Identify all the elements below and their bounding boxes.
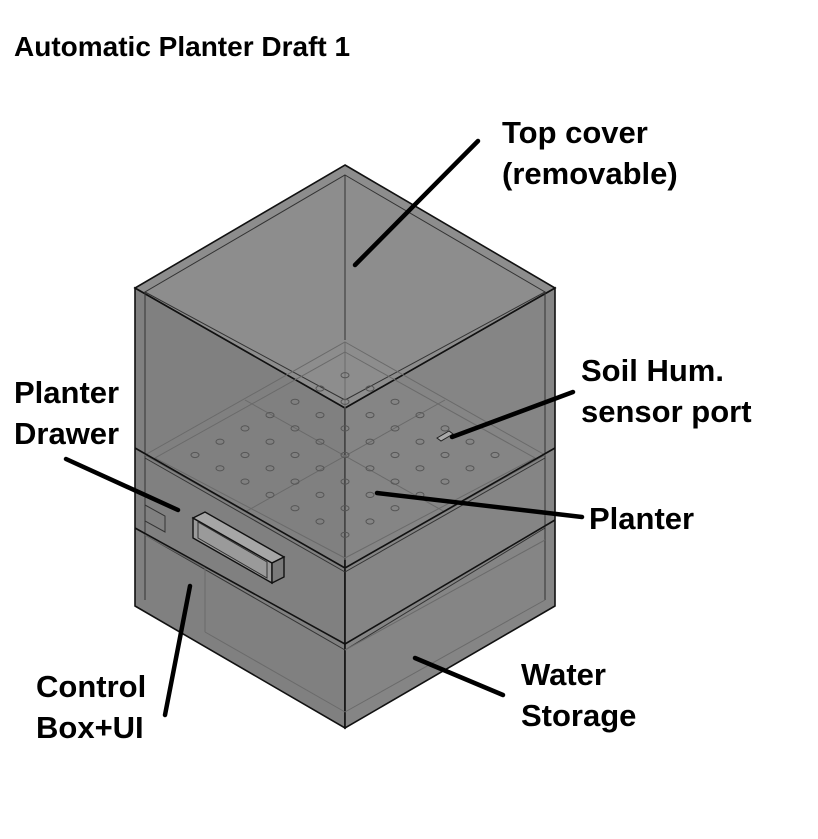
right-band-2-inner (344, 527, 546, 651)
planter-hole (340, 372, 350, 379)
planter-hole (390, 505, 400, 512)
drawer-handle (191, 511, 286, 585)
planter-hole (215, 438, 225, 445)
planter-hole (240, 451, 250, 459)
planter-hole (390, 425, 400, 432)
leader-lines (63, 138, 585, 718)
soil-sensor-port (436, 430, 454, 442)
label-planter-line1: Planter (589, 501, 694, 536)
planter-hole (390, 478, 400, 485)
planter-hole (315, 438, 325, 445)
label-water-storage-line2: Storage (521, 698, 636, 733)
planter-hole (340, 398, 350, 405)
tray-grid-b (244, 399, 446, 513)
planter-hole (315, 518, 325, 525)
planter-hole (365, 491, 375, 498)
planter-hole (315, 491, 325, 498)
planter-hole (340, 478, 350, 485)
diagram-title: Automatic Planter Draft 1 (14, 31, 350, 62)
planter-hole (315, 465, 325, 472)
planter-hole (415, 412, 425, 419)
planter-hole (265, 465, 275, 472)
leader-water-storage (412, 655, 506, 698)
right-band-1-inner (344, 457, 546, 573)
planter-hole (315, 412, 325, 419)
planter-hole (465, 438, 475, 445)
planter-hole (465, 465, 475, 472)
control-box-top (144, 534, 206, 569)
planter-hole (440, 478, 450, 485)
planter-hole (440, 451, 450, 459)
planter-hole (365, 465, 375, 472)
planter-hole (265, 412, 275, 419)
drawer-bottom-inner (144, 534, 346, 651)
planter-hole (490, 451, 500, 459)
drawer-bottom-edge (134, 527, 346, 645)
water-tank-ghost (344, 539, 546, 651)
leader-planter-drawer (63, 456, 181, 513)
planter-hole (340, 531, 350, 538)
planter-hole (340, 451, 350, 459)
planter-hole (440, 425, 450, 432)
lower-floor-ghost-r (344, 599, 546, 713)
planter-hole (415, 438, 425, 445)
planter-hole (265, 491, 275, 498)
planter-box (133, 164, 557, 730)
leader-top-cover (352, 138, 481, 268)
planter-hole (415, 465, 425, 472)
label-water-storage: Water Storage (521, 657, 636, 733)
drawer-recess (144, 504, 166, 533)
planter-hole (390, 451, 400, 459)
lower-floor-ghost (204, 631, 346, 713)
leader-soil-sensor (449, 389, 576, 440)
drawer-top-inner (144, 457, 346, 573)
label-planter-drawer-line2: Drawer (14, 416, 119, 451)
label-soil-sensor-line1: Soil Hum. (581, 353, 724, 388)
planter-hole (390, 398, 400, 405)
planter-hole (240, 425, 250, 432)
planter-holes (190, 372, 500, 538)
planter-hole (315, 385, 325, 392)
planter-hole (215, 465, 225, 472)
label-water-storage-line1: Water (521, 657, 606, 692)
planter-hole (290, 505, 300, 512)
planter-hole (240, 478, 250, 485)
planter-hole (190, 451, 200, 459)
label-control-box-line1: Control (36, 669, 146, 704)
planter-hole (290, 398, 300, 405)
right-band-1 (344, 447, 556, 569)
label-top-cover: Top cover (removable) (502, 115, 678, 191)
planter-hole (265, 438, 275, 445)
label-control-box: Control Box+UI (36, 669, 155, 745)
planter-hole (290, 425, 300, 432)
label-top-cover-line1: Top cover (502, 115, 648, 150)
label-soil-sensor: Soil Hum. sensor port (581, 353, 752, 429)
planter-hole (365, 412, 375, 419)
planter-hole (365, 518, 375, 525)
label-control-box-line2: Box+UI (36, 710, 144, 745)
label-planter-drawer: Planter Drawer (14, 375, 128, 451)
planter-hole (340, 425, 350, 432)
label-planter-drawer-line1: Planter (14, 375, 119, 410)
label-planter: Planter (589, 501, 694, 536)
label-soil-sensor-line2: sensor port (581, 394, 752, 429)
planter-hole (340, 505, 350, 512)
label-top-cover-line2: (removable) (502, 156, 678, 191)
leader-control-box (162, 583, 193, 718)
planter-hole (365, 438, 375, 445)
drawer-top-edge (134, 447, 346, 569)
leader-planter (374, 490, 585, 520)
planter-hole (290, 451, 300, 459)
right-band-2 (344, 519, 556, 645)
planter-hole (365, 385, 375, 392)
planter-hole (290, 478, 300, 485)
